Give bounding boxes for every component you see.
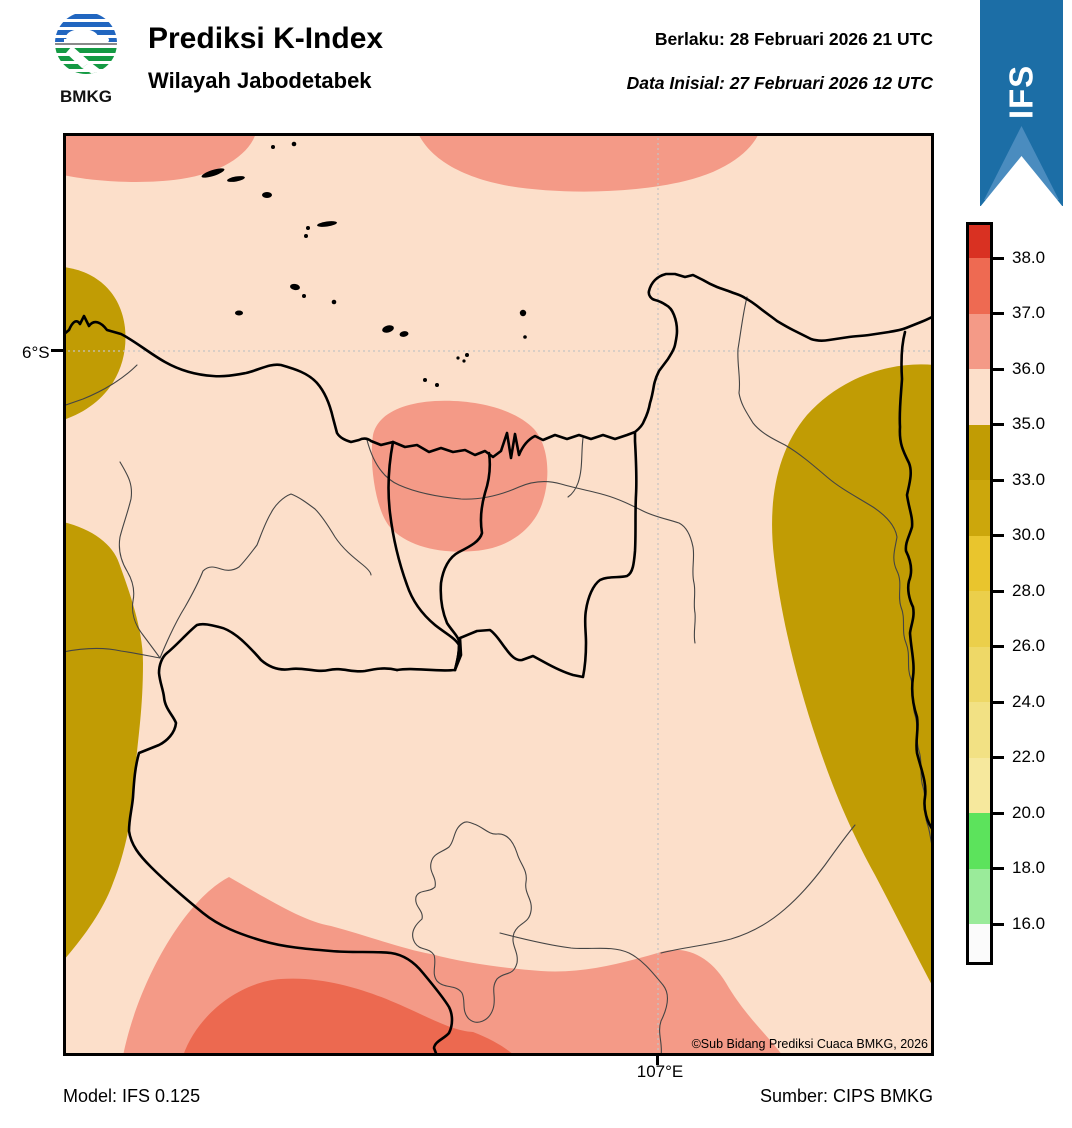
colorbar-tick	[993, 367, 1004, 371]
contour-33-35-west-lower	[63, 522, 143, 961]
colorbar	[966, 222, 993, 965]
colorbar-tick-label: 35.0	[1012, 414, 1046, 433]
colorbar-tick	[993, 700, 1004, 704]
page-subtitle: Wilayah Jabodetabek	[148, 68, 372, 93]
colorbar-tick-label: 20.0	[1012, 802, 1046, 822]
colorbar-band	[969, 924, 990, 962]
model-label: Model: IFS 0.125	[63, 1086, 201, 1106]
admin-enclave-loop	[412, 821, 532, 1023]
colorbar-band	[969, 702, 990, 758]
colorbar-band	[969, 480, 990, 536]
contour-36-37-top-left	[63, 133, 256, 182]
colorbar-tick	[993, 645, 1004, 648]
page-title: Prediksi K-Index	[148, 22, 384, 55]
initial-time: Data Inisial: 27 Februari 2026 12 UTC	[626, 73, 933, 93]
colorbar-band	[969, 313, 990, 369]
map-canvas: ©Sub Bidang Prediksi Cuaca BMKG, 2026	[63, 133, 934, 1056]
bmkg-logo: BMKG	[55, 12, 117, 106]
graticule	[63, 133, 934, 1056]
colorbar-band	[969, 535, 990, 591]
valid-time: Berlaku: 28 Februari 2026 21 UTC	[654, 29, 933, 49]
colorbar-tick	[993, 534, 1004, 537]
admin-boundaries	[63, 296, 934, 1056]
islands	[201, 141, 527, 387]
colorbar-tick	[993, 423, 1004, 426]
colorbar-tick	[993, 867, 1004, 870]
colorbar-tick-label: 22.0	[1012, 747, 1046, 766]
colorbar-tick	[993, 811, 1004, 815]
colorbar-tick-label: 24.0	[1012, 691, 1046, 711]
lon-axis-tick	[656, 1056, 659, 1065]
colorbar-tick-label: 30.0	[1012, 525, 1046, 544]
colorbar-tick-label: 33.0	[1012, 469, 1046, 489]
province-boundaries	[127, 330, 934, 1056]
colorbar-tick	[993, 256, 1004, 260]
colorbar-band	[969, 369, 990, 425]
colorbar-tick-label: 37.0	[1012, 303, 1046, 322]
lon-axis-label: 107°E	[636, 1062, 684, 1081]
contour-regions	[63, 133, 934, 1056]
colorbar-tick-label: 36.0	[1012, 358, 1046, 378]
ribbon-label: IFS	[1003, 65, 1040, 119]
colorbar-tick-label: 28.0	[1012, 580, 1046, 600]
ribbon-notch	[980, 156, 1063, 207]
contour-36-37-jakarta	[371, 400, 548, 552]
colorbar-band	[969, 813, 990, 869]
colorbar-tick	[993, 756, 1004, 759]
colorbar-tick-label: 38.0	[1012, 247, 1046, 267]
lat-axis-tick	[51, 349, 63, 352]
colorbar-tick-label: 18.0	[1012, 858, 1046, 877]
colorbar-band	[969, 868, 990, 924]
colorbar-tick-label: 26.0	[1012, 636, 1046, 655]
colorbar-tick	[993, 922, 1004, 926]
bmkg-logo-text: BMKG	[60, 87, 112, 106]
colorbar-band	[969, 757, 990, 813]
colorbar-band	[969, 424, 990, 480]
colorbar-band	[969, 591, 990, 647]
copyright-note: ©Sub Bidang Prediksi Cuaca BMKG, 2026	[692, 1037, 928, 1051]
colorbar-tick-label: 16.0	[1012, 913, 1046, 933]
model-ribbon: IFS	[980, 0, 1063, 207]
colorbar-tick	[993, 478, 1004, 482]
source-label: Sumber: CIPS BMKG	[759, 1086, 933, 1106]
coastline	[63, 272, 934, 460]
contour-37-38-south-west	[183, 978, 515, 1056]
colorbar-band	[969, 258, 990, 314]
lat-axis-label: 6°S	[22, 343, 50, 362]
colorbar-band	[969, 646, 990, 702]
contour-36-37-top-center	[418, 133, 759, 192]
map-border	[63, 133, 934, 1056]
contour-33-35-west-upper	[63, 267, 126, 420]
contour-33-35-east	[772, 364, 934, 989]
colorbar-band	[969, 225, 990, 258]
colorbar-tick	[993, 589, 1004, 593]
colorbar-tick	[993, 312, 1004, 315]
bmkg-logo-mark	[55, 12, 117, 74]
